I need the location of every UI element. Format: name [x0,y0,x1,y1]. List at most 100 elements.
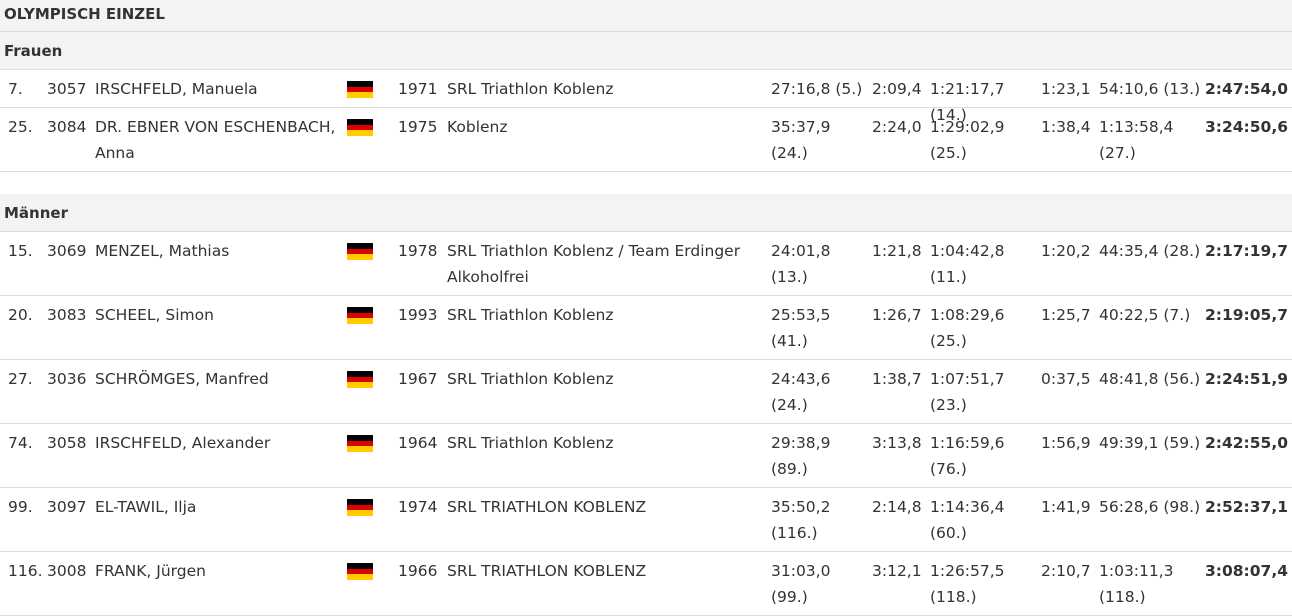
cell-bike: 1:29:02,9 (25.) [930,118,1005,162]
cell-t1: 2:24,0 [872,118,922,136]
cell-club: SRL Triathlon Koblenz [447,370,614,388]
flag-icon [347,307,373,325]
result-row: 27. 3036 SCHRÖMGES, Manfred 1967 SRL Triathl… [0,360,1292,424]
cell-name: FRANK, Jürgen [95,562,206,580]
cell-t2: 1:25,7 [1041,306,1091,324]
result-row: 15. 3069 MENZEL, Mathias 1978 SRL Triathlon … [0,232,1292,296]
flag-stripe [347,499,373,505]
cell-name: DR. EBNER VON ESCHENBACH, Anna [95,118,336,162]
cell-t1: 2:14,8 [872,498,922,516]
flag-stripe [347,371,373,377]
flag-cell [347,238,398,290]
cell-club: SRL Triathlon Koblenz [447,434,614,452]
cell-total: 2:47:54,0 [1205,80,1288,98]
flag-cell [347,114,398,166]
flag-cell [347,558,398,610]
flag-stripe [347,510,373,517]
flag-stripe [347,124,373,131]
flag-stripe [347,248,373,255]
cell-bib: 3036 [47,370,87,388]
cell-bike: 1:04:42,8 (11.) [930,242,1005,286]
flag-stripe [347,574,373,581]
cell-swim: 24:01,8 (13.) [771,242,831,286]
cell-run: 56:28,6 (98.) [1099,498,1201,516]
cell-name: SCHRÖMGES, Manfred [95,370,269,388]
flag-stripe [347,307,373,313]
cell-run: 1:03:11,3 (118.) [1099,562,1174,606]
cell-total: 3:24:50,6 [1205,118,1288,136]
cell-rank: 74. [8,434,33,452]
flag-icon [347,243,373,261]
cell-club: SRL Triathlon Koblenz [447,80,614,98]
cell-run: 40:22,5 (7.) [1099,306,1191,324]
cell-rank: 27. [8,370,33,388]
cell-run: 1:13:58,4 (27.) [1099,118,1174,162]
cell-bib: 3069 [47,242,87,260]
flag-stripe [347,568,373,575]
cell-bib: 3083 [47,306,87,324]
flag-cell [347,366,398,418]
cell-t2: 1:23,1 [1041,80,1091,98]
flag-cell [347,494,398,546]
cell-bike: 1:16:59,6 (76.) [930,434,1005,478]
cell-run: 44:35,4 (28.) [1099,242,1201,260]
result-row: 74. 3058 IRSCHFELD, Alexander 1964 SRL Triat… [0,424,1292,488]
cell-rank: 116. [8,562,43,580]
cell-bib: 3097 [47,498,87,516]
cell-bike: 1:21:17,7 (14.) [930,80,1005,124]
cell-t1: 1:26,7 [872,306,922,324]
cell-t1: 1:38,7 [872,370,922,388]
result-row: 7. 3057 IRSCHFELD, Manuela 1971 SRL Triathlo… [0,70,1292,124]
cell-year: 1974 [398,498,438,516]
flag-icon [347,499,373,517]
flag-icon [347,563,373,581]
flag-stripe [347,86,373,93]
cell-name: IRSCHFELD, Alexander [95,434,271,452]
cell-name: MENZEL, Mathias [95,242,230,260]
cell-bike: 1:26:57,5 (118.) [930,562,1005,606]
cell-club: SRL Triathlon Koblenz [447,306,614,324]
cell-total: 2:17:19,7 [1205,242,1288,260]
section-gap [0,172,1292,194]
cell-run: 49:39,1 (59.) [1099,434,1201,452]
cell-t2: 1:41,9 [1041,498,1091,516]
flag-stripe [347,435,373,441]
cell-t2: 2:10,7 [1041,562,1091,580]
flag-icon [347,435,373,453]
cell-club: SRL TRIATHLON KOBLENZ [447,562,647,580]
cell-swim: 29:38,9 (89.) [771,434,831,478]
cell-t2: 1:56,9 [1041,434,1091,452]
cell-rank: 15. [8,242,33,260]
cell-name: EL-TAWIL, Ilja [95,498,197,516]
cell-name: SCHEEL, Simon [95,306,214,324]
cell-club: Koblenz [447,118,508,136]
cell-bib: 3058 [47,434,87,452]
cell-club: SRL Triathlon Koblenz / Team Erdinger Al… [447,242,741,286]
cell-run: 48:41,8 (56.) [1099,370,1201,388]
flag-stripe [347,92,373,99]
cell-year: 1971 [398,80,438,98]
cell-t1: 3:12,1 [872,562,922,580]
title: OLYMPISCH EINZEL [0,0,1292,32]
flag-stripe [347,382,373,389]
cell-t1: 1:21,8 [872,242,922,260]
cell-swim: 35:37,9 (24.) [771,118,831,162]
cell-year: 1975 [398,118,438,136]
cell-bib: 3008 [47,562,87,580]
cell-run: 54:10,6 (13.) [1099,80,1201,98]
flag-cell [347,76,398,102]
result-row: 116. 3008 FRANK, Jürgen 1966 SRL TRIATHLON K… [0,552,1292,616]
flag-icon [347,371,373,389]
flag-stripe [347,254,373,261]
flag-stripe [347,81,373,87]
cell-swim: 27:16,8 (5.) [771,80,863,98]
flag-stripe [347,376,373,383]
flag-stripe [347,130,373,137]
flag-cell [347,302,398,354]
cell-t1: 2:09,4 [872,80,922,98]
cell-t1: 3:13,8 [872,434,922,452]
result-row: 20. 3083 SCHEEL, Simon 1993 SRL Triathlon Ko… [0,296,1292,360]
